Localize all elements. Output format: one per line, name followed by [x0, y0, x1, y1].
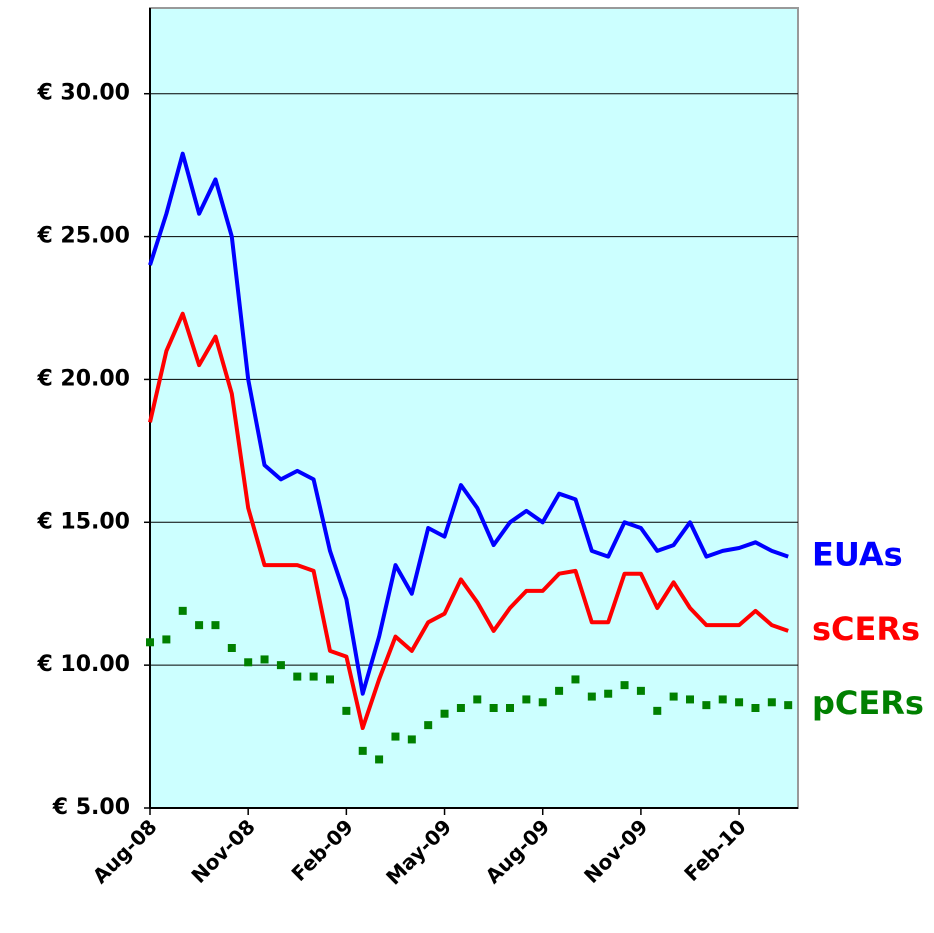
marker — [276, 661, 285, 670]
x-tick-label: Nov-08 — [186, 815, 259, 888]
marker — [358, 746, 367, 755]
marker — [702, 701, 711, 710]
y-tick-label: € 30.00 — [36, 81, 130, 106]
x-tick-label: Aug-08 — [88, 815, 162, 889]
series-line — [148, 311, 789, 730]
marker — [195, 621, 204, 630]
marker — [146, 638, 154, 647]
y-tick-label: € 15.00 — [36, 509, 130, 534]
marker — [555, 686, 564, 695]
marker — [604, 689, 613, 698]
marker — [407, 735, 416, 744]
plot-area — [149, 7, 799, 809]
marker — [391, 732, 400, 741]
marker — [636, 686, 645, 695]
series-label: sCERs — [812, 610, 920, 648]
marker — [751, 704, 760, 712]
marker — [587, 692, 596, 701]
marker — [571, 675, 580, 684]
marker — [244, 658, 253, 667]
marker — [653, 706, 662, 715]
marker — [309, 672, 318, 681]
x-tick-label: May-09 — [381, 815, 456, 890]
marker — [293, 672, 302, 681]
marker — [424, 721, 433, 730]
marker — [211, 621, 220, 630]
marker — [522, 695, 531, 704]
marker — [735, 698, 744, 707]
marker — [473, 695, 482, 704]
marker — [342, 706, 351, 715]
y-tick-label: € 20.00 — [36, 366, 130, 391]
y-tick-label: € 25.00 — [36, 224, 130, 249]
series-label: EUAs — [812, 536, 903, 574]
y-tick-label: € 5.00 — [52, 795, 130, 820]
marker — [686, 695, 694, 704]
marker — [456, 704, 465, 712]
marker — [440, 709, 449, 718]
marker — [162, 635, 171, 644]
marker — [669, 692, 678, 701]
marker — [767, 698, 776, 707]
x-tick-label: Aug-09 — [481, 815, 555, 889]
marker — [489, 704, 498, 712]
x-tick-label: Nov-09 — [579, 815, 652, 888]
marker — [506, 704, 514, 712]
series-label: pCERs — [812, 684, 924, 722]
marker — [375, 755, 384, 764]
marker — [227, 644, 236, 652]
y-tick-label: € 10.00 — [36, 652, 130, 677]
marker — [178, 606, 187, 615]
marker — [260, 655, 269, 664]
marker — [718, 695, 727, 704]
marker — [538, 698, 547, 707]
x-tick-label: Feb-10 — [679, 815, 750, 886]
marker — [326, 675, 334, 684]
x-tick-label: Feb-09 — [287, 815, 358, 886]
marker — [620, 681, 629, 690]
marker — [784, 701, 793, 710]
series-line — [148, 151, 789, 696]
